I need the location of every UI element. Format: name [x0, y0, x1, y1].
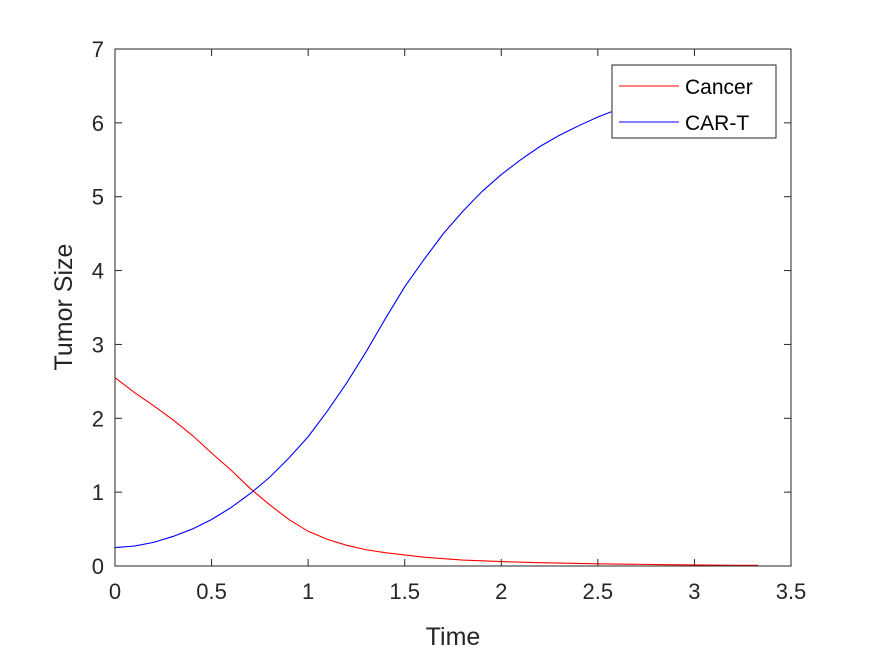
y-tick-label: 1 [92, 480, 104, 505]
y-tick-label: 6 [92, 111, 104, 136]
legend-box [611, 64, 777, 139]
x-tick-label: 1.5 [389, 579, 420, 604]
y-tick-label: 2 [92, 406, 104, 431]
legend-label-cancer: Cancer [685, 76, 753, 99]
y-tick-label: 5 [92, 185, 104, 210]
x-tick-label: 2 [495, 579, 507, 604]
x-tick-label: 1 [302, 579, 314, 604]
x-tick-label: 3.5 [776, 579, 807, 604]
series-line-car-t [114, 111, 612, 549]
x-tick-label: 0 [109, 579, 121, 604]
legend-label-car-t: CAR-T [685, 112, 749, 135]
x-tick-label: 3 [688, 579, 700, 604]
axes-layer: 0 0.5 1 1.5 2 2.5 3 3.5 0 1 2 3 4 5 6 7 [92, 37, 807, 604]
x-tick-label: 0.5 [196, 579, 227, 604]
y-tick-label: 7 [92, 37, 104, 62]
legend: Cancer CAR-T [611, 64, 777, 139]
y-tick-label: 3 [92, 332, 104, 357]
y-axis-label: Tumor Size [50, 244, 78, 371]
x-axis-label: Time [426, 623, 481, 651]
y-tick-label: 4 [92, 259, 104, 284]
axes-box [114, 48, 792, 567]
x-tick-label: 2.5 [583, 579, 614, 604]
y-tick-label: 0 [92, 554, 104, 579]
